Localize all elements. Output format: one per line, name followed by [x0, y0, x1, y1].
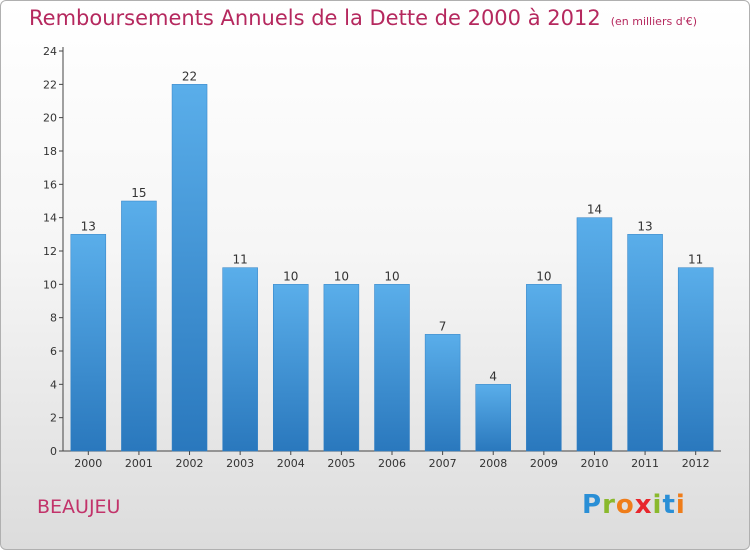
- y-tick-label: 24: [43, 45, 57, 58]
- bar[interactable]: [677, 267, 714, 452]
- bar[interactable]: [273, 284, 309, 452]
- x-tick-label: 2006: [378, 457, 406, 470]
- bar[interactable]: [627, 234, 663, 452]
- bar[interactable]: [424, 334, 461, 452]
- x-tick-label: 2009: [530, 457, 558, 470]
- logo-letter: o: [615, 490, 635, 520]
- y-tick-label: 10: [43, 278, 57, 291]
- data-label: 14: [587, 203, 602, 217]
- bar[interactable]: [475, 384, 511, 452]
- data-label: 11: [233, 253, 248, 267]
- logo-letter: i: [675, 490, 686, 520]
- data-label: 7: [439, 319, 447, 333]
- bar[interactable]: [526, 284, 562, 452]
- bar[interactable]: [121, 200, 157, 452]
- proxiti-logo[interactable]: Proxiti: [582, 490, 686, 520]
- x-tick-label: 2007: [429, 457, 457, 470]
- y-tick-label: 12: [43, 245, 57, 258]
- data-label: 13: [637, 219, 652, 233]
- x-tick-label: 2008: [479, 457, 507, 470]
- bar[interactable]: [222, 267, 258, 452]
- x-tick-label: 2005: [327, 457, 355, 470]
- chart-title: Remboursements Annuels de la Dette de 20…: [29, 6, 697, 30]
- data-label: 22: [182, 69, 197, 83]
- y-tick-label: 2: [50, 412, 57, 425]
- y-tick-label: 0: [50, 445, 57, 458]
- y-tick-label: 20: [43, 112, 57, 125]
- title-text: Remboursements Annuels de la Dette de 20…: [29, 6, 601, 30]
- y-tick-label: 4: [50, 378, 57, 391]
- y-tick-label: 18: [43, 145, 57, 158]
- data-label: 10: [334, 269, 349, 283]
- bars: 13 15 22 11 10 10 10 7 4 10 14 13 11: [70, 69, 714, 452]
- data-label: 4: [489, 369, 497, 383]
- logo-letter: t: [662, 490, 676, 520]
- data-label: 10: [536, 269, 551, 283]
- x-tick-label: 2000: [74, 457, 102, 470]
- y-tick-label: 6: [50, 345, 57, 358]
- logo-letter: r: [602, 490, 616, 520]
- y-tick-label: 16: [43, 178, 57, 191]
- data-label: 15: [131, 186, 146, 200]
- x-tick-label: 2003: [226, 457, 254, 470]
- logo-letter: P: [582, 490, 603, 520]
- x-tick-label: 2004: [277, 457, 305, 470]
- bar[interactable]: [576, 217, 613, 452]
- unit-label: (en milliers d'€): [610, 15, 697, 28]
- town-name: BEAUJEU: [37, 496, 121, 518]
- data-label: 10: [384, 269, 399, 283]
- x-tick-label: 2011: [631, 457, 659, 470]
- y-tick-label: 22: [43, 78, 57, 91]
- logo-letter: x: [634, 490, 653, 520]
- x-tick-label: 2012: [682, 457, 710, 470]
- logo-letter: i: [652, 490, 663, 520]
- data-label: 13: [81, 219, 96, 233]
- bar[interactable]: [374, 284, 410, 452]
- x-tick-label: 2010: [580, 457, 608, 470]
- x-tick-label: 2002: [176, 457, 204, 470]
- y-tick-label: 8: [50, 312, 57, 325]
- data-label: 11: [688, 253, 703, 267]
- x-tick-label: 2001: [125, 457, 153, 470]
- data-label: 10: [283, 269, 298, 283]
- bar[interactable]: [171, 84, 208, 452]
- bar[interactable]: [323, 284, 360, 452]
- y-tick-label: 14: [43, 212, 57, 225]
- bar[interactable]: [70, 234, 107, 452]
